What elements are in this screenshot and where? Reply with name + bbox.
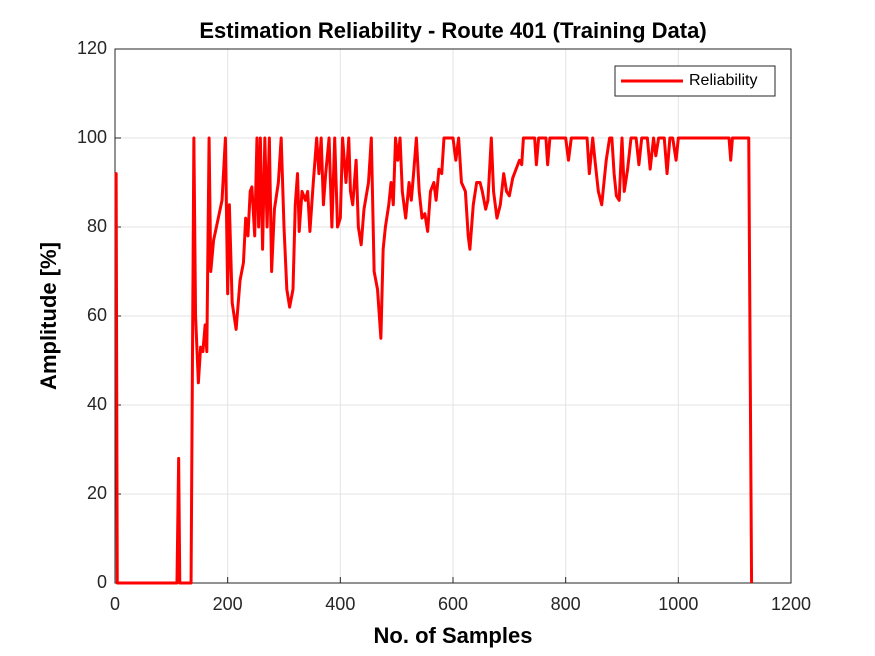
y-tick-label: 40	[87, 394, 107, 414]
plot-frame	[114, 48, 792, 584]
chart-title: Estimation Reliability - Route 401 (Trai…	[199, 18, 706, 43]
x-tick-label: 200	[213, 594, 243, 614]
y-tick-label: 80	[87, 216, 107, 236]
x-axis-label: No. of Samples	[374, 623, 533, 648]
x-tick-label: 800	[551, 594, 581, 614]
x-tick-label: 600	[438, 594, 468, 614]
legend-label: Reliability	[689, 72, 757, 89]
y-axis-label: Amplitude [%]	[36, 242, 61, 390]
y-tick-label: 100	[77, 127, 107, 147]
y-tick-label: 0	[97, 572, 107, 592]
y-tick-label: 60	[87, 305, 107, 325]
x-tick-label: 1000	[658, 594, 698, 614]
data-line	[114, 136, 754, 585]
x-tick-label: 400	[325, 594, 355, 614]
y-tick-label: 120	[77, 38, 107, 58]
x-tick-label: 1200	[771, 594, 811, 614]
x-tick-label: 0	[110, 594, 120, 614]
y-tick-label: 20	[87, 483, 107, 503]
